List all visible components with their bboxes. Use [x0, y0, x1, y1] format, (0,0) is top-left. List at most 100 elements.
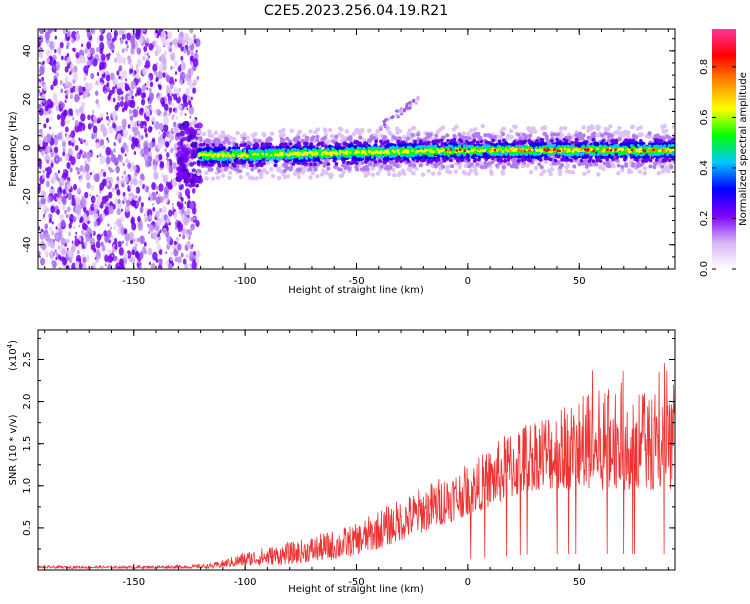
transition-speckle — [176, 146, 181, 151]
noise-speckle — [188, 106, 195, 115]
noise-speckle — [101, 82, 104, 86]
noise-speckle — [165, 197, 169, 203]
noise-speckle — [101, 245, 106, 252]
noise-speckle — [51, 259, 55, 265]
signal-speckle — [521, 141, 525, 145]
noise-speckle — [121, 118, 127, 128]
noise-speckle — [186, 228, 190, 234]
signal-speckle — [608, 124, 613, 129]
signal-speckle — [540, 126, 545, 131]
noise-speckle — [42, 60, 45, 65]
signal-speckle — [338, 173, 344, 179]
noise-speckle — [56, 229, 59, 234]
noise-speckle — [191, 243, 194, 247]
signal-speckle — [570, 170, 576, 175]
noise-speckle — [65, 94, 68, 100]
signal-speckle — [637, 169, 643, 174]
signal-speckle — [579, 159, 584, 163]
noise-speckle — [116, 70, 120, 76]
signal-speckle — [250, 167, 255, 172]
noise-speckle — [38, 103, 42, 109]
noise-speckle — [183, 206, 185, 210]
noise-speckle — [113, 221, 117, 226]
signal-speckle — [320, 137, 325, 142]
signal-speckle — [570, 140, 574, 145]
noise-speckle — [146, 87, 149, 91]
noise-speckle — [112, 122, 116, 129]
noise-speckle — [133, 178, 138, 186]
noise-speckle — [56, 72, 59, 77]
noise-speckle — [60, 219, 66, 228]
signal-speckle — [628, 169, 634, 174]
signal-speckle — [396, 172, 402, 178]
transition-speckle — [176, 132, 181, 138]
noise-speckle — [99, 265, 104, 269]
noise-speckle — [82, 262, 87, 269]
signal-speckle — [223, 167, 228, 172]
noise-speckle — [90, 29, 93, 33]
noise-speckle — [69, 71, 72, 76]
noise-speckle — [75, 109, 80, 117]
noise-speckle — [100, 117, 103, 121]
noise-speckle — [145, 108, 151, 117]
noise-speckle — [151, 121, 154, 125]
noise-speckle — [86, 41, 92, 50]
noise-speckle — [147, 247, 153, 256]
noise-speckle — [154, 32, 158, 38]
noise-speckle — [125, 78, 128, 82]
signal-speckle — [582, 171, 587, 176]
signal-speckle — [642, 170, 648, 176]
signal-speckle — [217, 169, 222, 174]
noise-speckle — [71, 113, 73, 117]
noise-speckle — [81, 196, 85, 202]
noise-speckle — [176, 93, 180, 98]
signal-speckle — [207, 129, 212, 134]
signal-speckle — [620, 164, 625, 169]
noise-speckle — [169, 83, 174, 90]
noise-speckle — [83, 76, 87, 81]
noise-speckle — [127, 58, 132, 65]
noise-speckle — [113, 142, 117, 147]
noise-speckle — [54, 35, 58, 40]
noise-speckle — [188, 236, 191, 241]
signal-speckle — [239, 143, 243, 148]
signal-speckle — [322, 161, 327, 166]
signal-speckle — [410, 132, 415, 137]
signal-speckle — [564, 169, 570, 174]
signal-speckle — [248, 175, 253, 181]
noise-speckle — [38, 51, 44, 59]
noise-speckle — [152, 207, 156, 212]
signal-speckle — [624, 155, 628, 159]
signal-speckle — [220, 173, 226, 178]
noise-speckle — [189, 29, 194, 34]
noise-speckle — [42, 204, 48, 213]
signal-speckle — [406, 136, 411, 141]
noise-speckle — [140, 98, 146, 106]
noise-speckle — [148, 161, 152, 167]
signal-speckle — [310, 171, 315, 176]
noise-speckle — [162, 123, 169, 133]
signal-speckle — [242, 132, 247, 137]
noise-speckle — [128, 194, 133, 202]
signal-speckle — [483, 161, 488, 166]
noise-speckle — [73, 65, 78, 73]
signal-speckle — [337, 167, 342, 172]
noise-speckle — [143, 145, 150, 155]
transition-speckle — [186, 123, 190, 127]
signal-speckle — [401, 171, 407, 176]
noise-speckle — [135, 73, 140, 79]
noise-speckle — [48, 217, 53, 224]
signal-speckle — [491, 138, 495, 143]
transition-speckle — [178, 124, 186, 131]
noise-speckle — [124, 232, 130, 242]
noise-speckle — [192, 87, 197, 94]
noise-speckle — [89, 193, 92, 197]
noise-speckle — [174, 78, 177, 83]
noise-speckle — [120, 208, 123, 212]
signal-speckle — [315, 127, 321, 132]
noise-speckle — [86, 226, 92, 235]
signal-speckle — [508, 128, 514, 134]
signal-speckle — [291, 162, 296, 166]
noise-speckle — [154, 71, 158, 77]
noise-speckle — [184, 201, 187, 205]
